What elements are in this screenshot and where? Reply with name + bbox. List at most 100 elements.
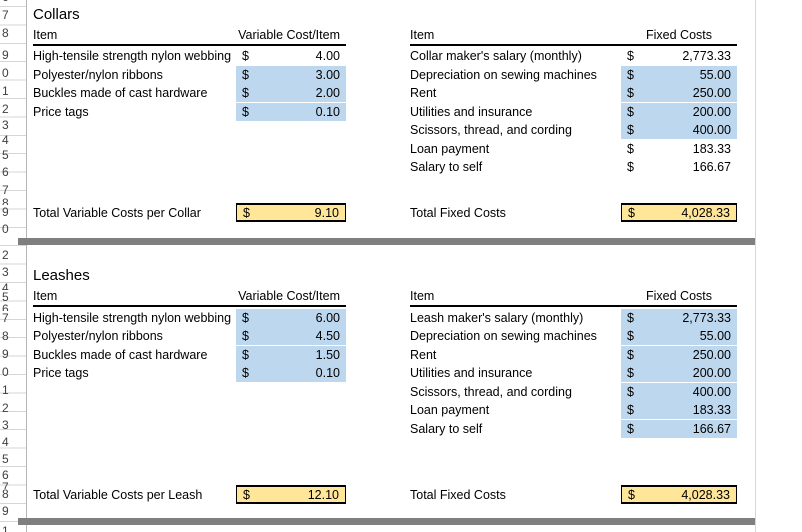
- row-number[interactable]: 3: [2, 265, 9, 279]
- row-number[interactable]: 1: [2, 383, 9, 397]
- row-number[interactable]: 6: [2, 165, 9, 179]
- item-cell[interactable]: Scissors, thread, and cording: [410, 385, 572, 399]
- item-cell[interactable]: Depreciation on sewing machines: [410, 68, 597, 82]
- item-cell[interactable]: Salary to self: [410, 160, 483, 174]
- item-cell[interactable]: Buckles made of cast hardware: [33, 348, 208, 362]
- total-label-cell[interactable]: Total Variable Costs per Collar: [33, 206, 201, 220]
- row-number[interactable]: 2: [2, 401, 9, 415]
- cost-cell[interactable]: $ 1.50: [236, 346, 346, 364]
- cost-cell[interactable]: $ 55.00: [621, 327, 737, 345]
- item-cell[interactable]: Rent: [410, 348, 437, 362]
- currency-symbol: $: [628, 205, 635, 220]
- total-label-cell[interactable]: Total Fixed Costs: [410, 488, 506, 502]
- item-cell[interactable]: Rent: [410, 86, 437, 100]
- row-number[interactable]: 0: [2, 66, 9, 80]
- total-value-cell[interactable]: $ 9.10: [236, 203, 346, 222]
- cost-cell[interactable]: $ 166.67: [621, 420, 737, 438]
- row-number[interactable]: 3: [2, 118, 9, 132]
- amount-text: 200.00: [692, 366, 731, 380]
- cost-cell[interactable]: $ 2,773.33: [621, 309, 737, 327]
- row-number[interactable]: 7: [2, 183, 9, 197]
- row-number[interactable]: 8: [2, 487, 9, 501]
- item-cell[interactable]: Collar maker's salary (monthly): [410, 49, 582, 63]
- row-number[interactable]: 2: [2, 248, 9, 262]
- cost-cell[interactable]: $ 0.10: [236, 364, 346, 382]
- cost-cell[interactable]: $ 166.67: [621, 158, 737, 176]
- collars-section-title[interactable]: Collars: [33, 6, 80, 23]
- total-value-cell[interactable]: $ 12.10: [236, 485, 346, 504]
- variable-cost-header-cell[interactable]: Variable Cost/Item: [238, 28, 340, 42]
- item-cell[interactable]: Price tags: [33, 105, 89, 119]
- row-number[interactable]: 0: [2, 222, 9, 236]
- item-cell[interactable]: Polyester/nylon ribbons: [33, 329, 163, 343]
- row-number[interactable]: 5: [2, 148, 9, 162]
- row-number[interactable]: 4: [2, 282, 9, 290]
- item-header-cell[interactable]: Item: [33, 289, 58, 303]
- total-label-cell[interactable]: Total Fixed Costs: [410, 206, 506, 220]
- cost-cell[interactable]: $ 183.33: [621, 140, 737, 158]
- cost-cell[interactable]: $ 2.00: [236, 84, 346, 102]
- variable-cost-header-cell[interactable]: Variable Cost/Item: [238, 289, 340, 303]
- item-cell[interactable]: Salary to self: [410, 422, 483, 436]
- cost-cell[interactable]: $ 400.00: [621, 383, 737, 401]
- total-label-cell[interactable]: Total Variable Costs per Leash: [33, 488, 203, 502]
- cost-cell[interactable]: $ 2,773.33: [621, 47, 737, 65]
- cost-cell[interactable]: $ 3.00: [236, 66, 346, 84]
- row-number[interactable]: 8: [2, 197, 9, 205]
- row-number[interactable]: 9: [2, 347, 9, 361]
- cost-cell[interactable]: $ 55.00: [621, 66, 737, 84]
- item-cell[interactable]: Scissors, thread, and cording: [410, 123, 572, 137]
- item-cell[interactable]: Loan payment: [410, 142, 490, 156]
- cost-cell[interactable]: $ 0.10: [236, 103, 346, 121]
- row-number[interactable]: 4: [2, 133, 9, 147]
- row-number[interactable]: 1: [2, 524, 9, 532]
- cost-cell[interactable]: $ 183.33: [621, 401, 737, 419]
- item-header-cell[interactable]: Item: [33, 28, 58, 42]
- row-number[interactable]: 7: [2, 8, 9, 22]
- total-value-cell[interactable]: $ 4,028.33: [621, 203, 737, 222]
- total-value-cell[interactable]: $ 4,028.33: [621, 485, 737, 504]
- item-cell[interactable]: Utilities and insurance: [410, 366, 533, 380]
- cost-cell[interactable]: $ 250.00: [621, 346, 737, 364]
- row-number[interactable]: 5: [2, 290, 9, 304]
- row-number[interactable]: 6: [2, 468, 9, 482]
- cost-cell[interactable]: $ 4.50: [236, 327, 346, 345]
- row-number[interactable]: 7: [2, 481, 9, 489]
- row-number[interactable]: 8: [2, 26, 9, 40]
- item-cell[interactable]: Leash maker's salary (monthly): [410, 311, 584, 325]
- fixed-costs-header-cell[interactable]: Fixed Costs: [646, 28, 712, 42]
- cost-cell[interactable]: $ 400.00: [621, 121, 737, 139]
- item-header-cell[interactable]: Item: [410, 28, 435, 42]
- row-number[interactable]: 9: [2, 504, 9, 518]
- row-number[interactable]: 6: [2, 303, 9, 311]
- leashes-section-title[interactable]: Leashes: [33, 267, 90, 284]
- item-cell[interactable]: Utilities and insurance: [410, 105, 533, 119]
- section-divider-bar: [18, 238, 755, 245]
- row-number[interactable]: 2: [2, 102, 9, 116]
- item-header-cell[interactable]: Item: [410, 289, 435, 303]
- item-cell[interactable]: Depreciation on sewing machines: [410, 329, 597, 343]
- item-cell[interactable]: Buckles made of cast hardware: [33, 86, 208, 100]
- item-cell[interactable]: High-tensile strength nylon webbing: [33, 311, 232, 325]
- item-cell[interactable]: Price tags: [33, 366, 89, 380]
- item-cell[interactable]: Polyester/nylon ribbons: [33, 68, 163, 82]
- item-cell[interactable]: High-tensile strength nylon webbing: [33, 49, 232, 63]
- row-number[interactable]: 6: [2, 0, 9, 4]
- row-number[interactable]: 0: [2, 365, 9, 379]
- row-number[interactable]: 8: [2, 329, 9, 343]
- row-number[interactable]: 1: [2, 84, 9, 98]
- row-number[interactable]: 9: [2, 205, 9, 219]
- row-number[interactable]: 5: [2, 452, 9, 466]
- row-number[interactable]: 4: [2, 435, 9, 449]
- cost-cell[interactable]: $ 200.00: [621, 103, 737, 121]
- item-cell[interactable]: Loan payment: [410, 403, 490, 417]
- row-number[interactable]: 9: [2, 48, 9, 62]
- row-number[interactable]: 7: [2, 311, 9, 325]
- cost-cell[interactable]: $ 200.00: [621, 364, 737, 382]
- cost-cell[interactable]: $ 6.00: [236, 309, 346, 327]
- fixed-costs-header-cell[interactable]: Fixed Costs: [646, 289, 712, 303]
- row-number[interactable]: 3: [2, 418, 9, 432]
- cost-cell[interactable]: $ 250.00: [621, 84, 737, 102]
- cost-cell[interactable]: $ 4.00: [236, 47, 346, 65]
